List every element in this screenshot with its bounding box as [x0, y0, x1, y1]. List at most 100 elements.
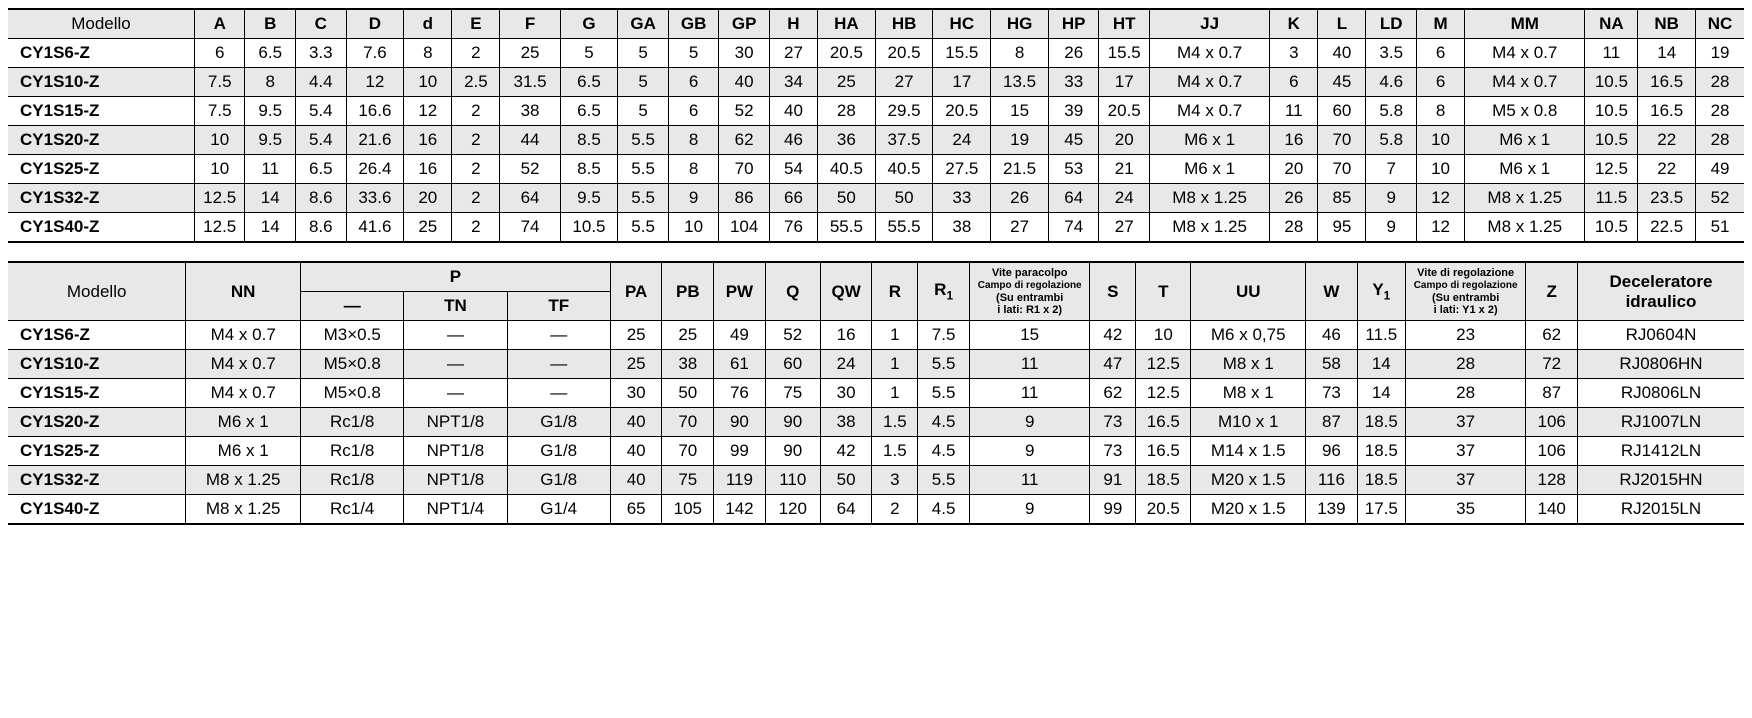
data-cell: 5.8 — [1366, 126, 1417, 155]
data-cell: 99 — [714, 437, 766, 466]
data-cell: 9 — [668, 184, 719, 213]
data-cell: 10 — [1417, 155, 1465, 184]
data-cell: 15 — [991, 97, 1049, 126]
data-cell: 64 — [500, 184, 560, 213]
data-cell: 12.5 — [194, 184, 245, 213]
col-hg: HG — [991, 9, 1049, 39]
data-cell: 16.5 — [1136, 437, 1191, 466]
data-cell: 40.5 — [818, 155, 876, 184]
data-cell: 70 — [1318, 155, 1366, 184]
data-cell: 75 — [662, 466, 714, 495]
data-cell: 6 — [1270, 68, 1318, 97]
data-cell: NPT1/4 — [404, 495, 507, 525]
data-cell: 13.5 — [991, 68, 1049, 97]
data-cell: 16 — [820, 321, 872, 350]
data-cell: 15.5 — [1099, 39, 1150, 68]
data-cell: 6 — [194, 39, 245, 68]
col-r1: R1 — [918, 262, 970, 321]
data-cell: 8.6 — [296, 184, 347, 213]
data-cell: 21.6 — [346, 126, 404, 155]
data-cell: 64 — [1048, 184, 1099, 213]
data-cell: 140 — [1526, 495, 1578, 525]
data-cell: 2 — [872, 495, 918, 525]
data-cell: 12 — [346, 68, 404, 97]
data-cell: M4 x 0.7 — [1149, 39, 1269, 68]
data-cell: 10 — [194, 155, 245, 184]
data-cell: 10.5 — [1585, 68, 1638, 97]
data-cell: 24 — [820, 350, 872, 379]
data-cell: NPT1/8 — [404, 437, 507, 466]
data-cell: 52 — [719, 97, 770, 126]
table-row: CY1S25-Z10116.526.4162528.55.58705440.54… — [8, 155, 1744, 184]
data-cell: — — [507, 379, 610, 408]
data-cell: 105 — [662, 495, 714, 525]
col-ga: GA — [618, 9, 669, 39]
data-cell: Rc1/8 — [301, 437, 404, 466]
data-cell: 14 — [245, 184, 296, 213]
data-cell: 11 — [969, 350, 1089, 379]
data-cell: 12.5 — [1585, 155, 1638, 184]
data-cell: 47 — [1090, 350, 1136, 379]
data-cell: 14 — [1357, 379, 1405, 408]
col-mm: MM — [1465, 9, 1585, 39]
data-cell: 33.6 — [346, 184, 404, 213]
data-cell: 14 — [245, 213, 296, 243]
data-cell: — — [507, 350, 610, 379]
data-cell: 27 — [769, 39, 817, 68]
data-cell: 37 — [1405, 437, 1525, 466]
data-cell: 7.5 — [918, 321, 970, 350]
data-cell: 24 — [933, 126, 991, 155]
col-nb: NB — [1638, 9, 1696, 39]
data-cell: 86 — [719, 184, 770, 213]
data-cell: 17 — [1099, 68, 1150, 97]
data-cell: 16 — [404, 155, 452, 184]
col-y1: Y1 — [1357, 262, 1405, 321]
data-cell: 116 — [1306, 466, 1358, 495]
data-cell: 12 — [1417, 184, 1465, 213]
data-cell: 1 — [872, 350, 918, 379]
data-cell: 40 — [719, 68, 770, 97]
col-jj: JJ — [1149, 9, 1269, 39]
table-row: CY1S10-ZM4 x 0.7M5×0.8——253861602415.511… — [8, 350, 1744, 379]
data-cell: M5 x 0.8 — [1465, 97, 1585, 126]
model-cell: CY1S32-Z — [8, 184, 194, 213]
data-cell: 38 — [500, 97, 560, 126]
col-k: K — [1270, 9, 1318, 39]
data-cell: 7 — [1366, 155, 1417, 184]
data-cell: 16.5 — [1136, 408, 1191, 437]
data-cell: 53 — [1048, 155, 1099, 184]
data-cell: 20.5 — [818, 39, 876, 68]
data-cell: 17 — [933, 68, 991, 97]
col-gb: GB — [668, 9, 719, 39]
data-cell: 74 — [1048, 213, 1099, 243]
data-cell: 119 — [714, 466, 766, 495]
model-cell: CY1S15-Z — [8, 97, 194, 126]
data-cell: 8 — [404, 39, 452, 68]
data-cell: 76 — [714, 379, 766, 408]
data-cell: 18.5 — [1357, 437, 1405, 466]
col-nn: NN — [186, 262, 301, 321]
data-cell: 2 — [452, 126, 500, 155]
data-cell: 38 — [933, 213, 991, 243]
data-cell: 91 — [1090, 466, 1136, 495]
data-cell: M4 x 0.7 — [186, 350, 301, 379]
data-cell: 37.5 — [875, 126, 933, 155]
table-row: CY1S6-ZM4 x 0.7M3×0.5——252549521617.5154… — [8, 321, 1744, 350]
data-cell: 46 — [769, 126, 817, 155]
data-cell: 28 — [1696, 97, 1744, 126]
data-cell: 5 — [618, 97, 669, 126]
dimensions-table-2: Modello NN P PA PB PW Q QW R R1 Vite par… — [8, 261, 1744, 525]
data-cell: 49 — [1696, 155, 1744, 184]
col-c: C — [296, 9, 347, 39]
data-cell: 85 — [1318, 184, 1366, 213]
data-cell: 58 — [1306, 350, 1358, 379]
data-cell: 5.4 — [296, 97, 347, 126]
data-cell: 73 — [1090, 408, 1136, 437]
col-w: W — [1306, 262, 1358, 321]
data-cell: 33 — [1048, 68, 1099, 97]
data-cell: 50 — [818, 184, 876, 213]
data-cell: 28 — [818, 97, 876, 126]
data-cell: 9 — [969, 437, 1089, 466]
col-vite-regolazione: Vite di regolazione Campo di regolazione… — [1405, 262, 1525, 321]
data-cell: 21 — [1099, 155, 1150, 184]
